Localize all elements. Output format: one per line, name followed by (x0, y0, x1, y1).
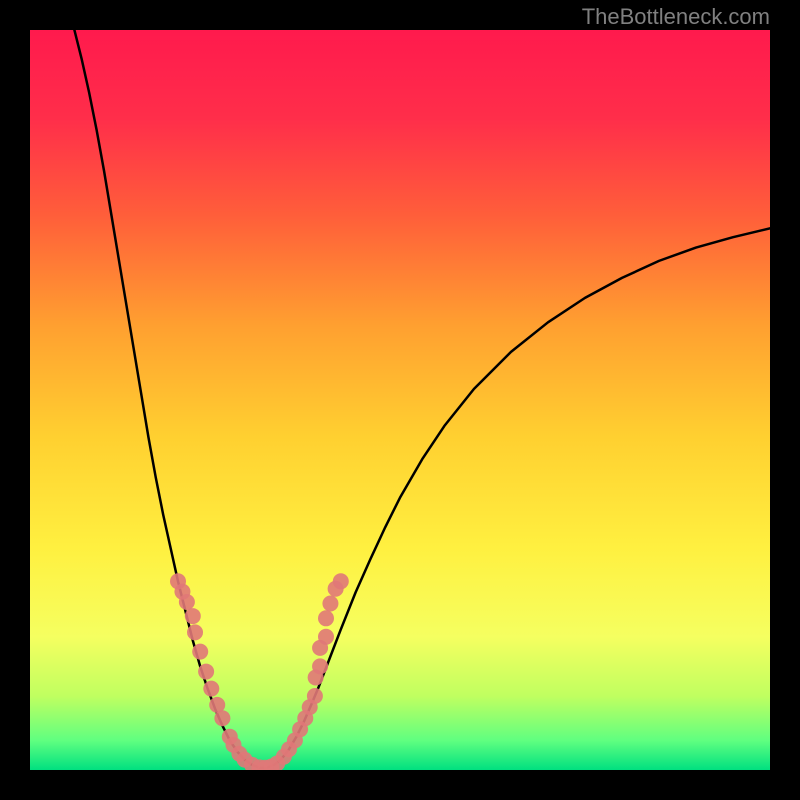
marker-dot (318, 629, 334, 645)
plot-area (30, 30, 770, 770)
marker-dot (333, 573, 349, 589)
marker-dot (322, 596, 338, 612)
curve-layer (30, 30, 770, 770)
marker-dot (318, 610, 334, 626)
marker-dot (185, 608, 201, 624)
bottleneck-curve (74, 30, 770, 768)
marker-dot (312, 658, 328, 674)
watermark-text: TheBottleneck.com (582, 4, 770, 30)
marker-dot (187, 624, 203, 640)
marker-dot (179, 594, 195, 610)
marker-dot (203, 681, 219, 697)
chart-container: TheBottleneck.com (0, 0, 800, 800)
marker-dot (214, 710, 230, 726)
marker-dot (307, 688, 323, 704)
marker-dot (192, 644, 208, 660)
marker-dot (198, 664, 214, 680)
